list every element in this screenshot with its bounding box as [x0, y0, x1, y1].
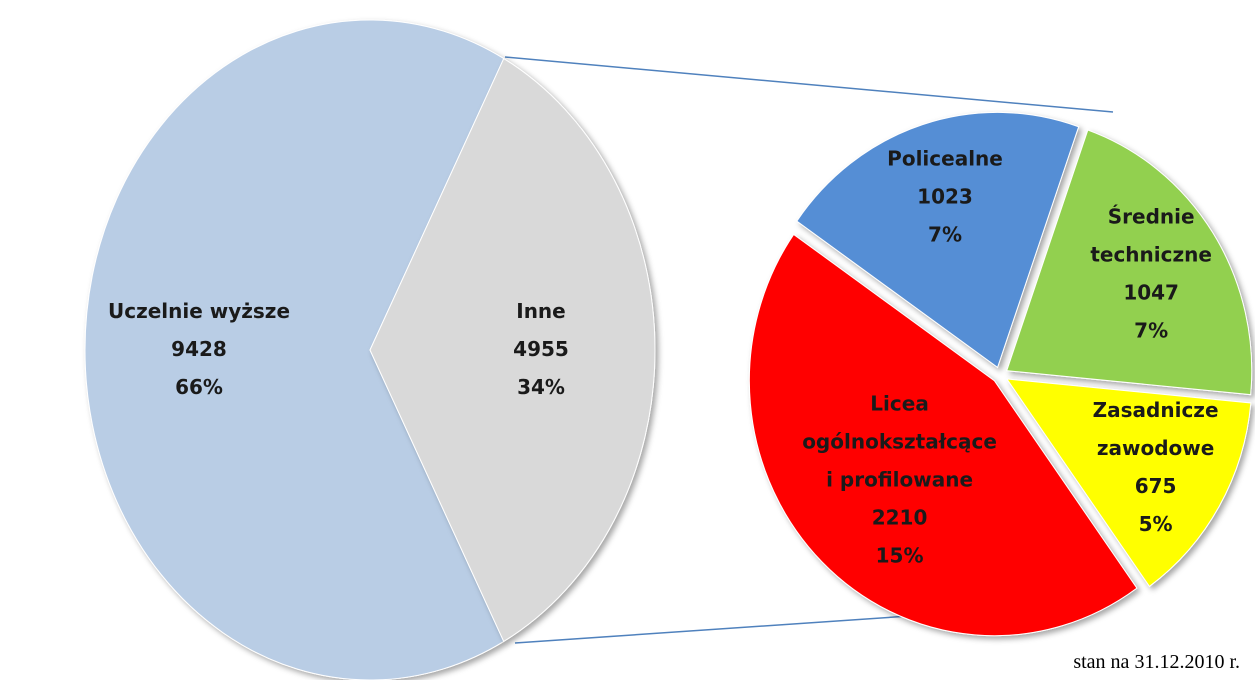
connector-line [504, 56, 1114, 113]
slice-label-line: 2210 [872, 505, 928, 529]
pie-slice [84, 19, 505, 680]
slice-label: Policealne 1023 7% [887, 146, 1003, 246]
pie-slice [748, 233, 1138, 637]
slice-label-line: 1047 [1123, 280, 1179, 304]
slice-label: Uczelnie wyższe 9428 66% [108, 299, 290, 399]
pie-slice [1005, 378, 1252, 588]
slice-label-line: 7% [928, 222, 962, 246]
slice-label-line: i profilowane [826, 467, 973, 491]
pie-slice [796, 111, 1080, 369]
pie-slice [1006, 129, 1253, 396]
slice-label: Średnie techniczne 1047 7% [1090, 204, 1212, 342]
slice-label-line: techniczne [1090, 242, 1212, 266]
slice-label: Zasadnicze zawodowe 675 5% [1093, 398, 1219, 536]
slice-label-line: 7% [1134, 318, 1168, 342]
slice-label-line: 1023 [917, 184, 973, 208]
slice-label-line: 675 [1135, 474, 1177, 498]
slice-label-line: 34% [517, 375, 565, 399]
slice-label-line: 15% [876, 543, 924, 567]
pie-slice [369, 57, 656, 643]
slice-label-line: Policealne [887, 146, 1003, 170]
slice-label-line: 9428 [171, 337, 227, 361]
slice-label-line: 66% [175, 375, 223, 399]
slice-label-line: ogólnokształcące [802, 429, 997, 453]
slice-label-line: Licea [870, 391, 929, 415]
slice-label: Licea ogólnokształcące i profilowane 2210 15… [802, 391, 997, 567]
slice-label-line: 5% [1139, 512, 1173, 536]
slice-label-line: Średnie [1108, 204, 1195, 228]
annotation: stan na 31.12.2010 r. [1073, 651, 1240, 673]
slice-label: Inne 4955 34% [513, 299, 569, 399]
slice-label-line: zawodowe [1097, 436, 1214, 460]
slice-label-line: Inne [516, 299, 565, 323]
slice-label-line: Uczelnie wyższe [108, 299, 290, 323]
slice-label-line: Zasadnicze [1093, 398, 1219, 422]
slice-label-line: 4955 [513, 337, 569, 361]
